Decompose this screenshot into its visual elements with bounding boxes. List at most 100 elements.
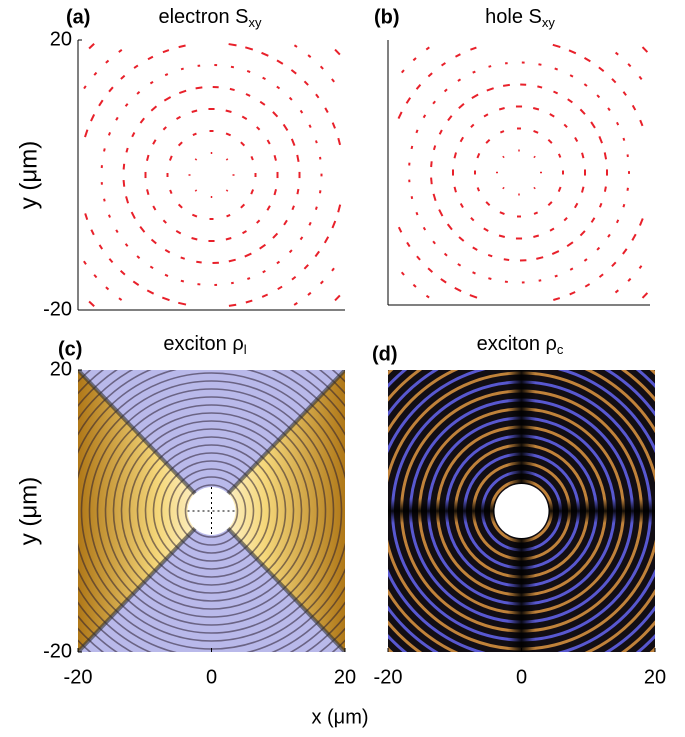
- y-tick-label: -20: [43, 298, 72, 320]
- vector: [458, 103, 465, 109]
- vector: [108, 86, 114, 93]
- ring: [144, 444, 279, 578]
- title-sub: l: [244, 342, 247, 357]
- vector: [639, 119, 644, 127]
- vector: [470, 123, 475, 128]
- vector: [290, 69, 297, 75]
- vector: [290, 138, 296, 147]
- vector: [194, 158, 198, 161]
- vector: [120, 74, 126, 80]
- vector: [502, 155, 505, 159]
- vector: [397, 111, 403, 119]
- vector: [622, 91, 627, 96]
- vector: [334, 48, 341, 56]
- vector: [603, 152, 608, 160]
- vector: [432, 240, 436, 245]
- vector: [314, 250, 320, 258]
- vector: [485, 201, 491, 207]
- ring: [184, 484, 239, 538]
- vector: [638, 265, 643, 269]
- y-axis-label: y (μm): [15, 477, 42, 545]
- vector: [132, 280, 140, 286]
- vector: [603, 186, 607, 192]
- vector: [415, 211, 419, 216]
- vector: [122, 163, 126, 170]
- vector: [554, 67, 559, 71]
- vector: [107, 132, 111, 136]
- vector: [549, 113, 555, 118]
- title-main: electron S: [158, 6, 248, 28]
- vector: [443, 252, 448, 257]
- ring: [112, 412, 311, 610]
- vector: [293, 302, 298, 306]
- ring: [136, 436, 287, 586]
- x-tick-label: 0: [516, 666, 527, 688]
- vector: [533, 129, 539, 134]
- vector: [178, 301, 187, 306]
- vector: [568, 49, 577, 55]
- vector: [415, 129, 419, 134]
- vector: [83, 85, 87, 90]
- vector: [469, 294, 478, 299]
- vector: [240, 203, 246, 209]
- vector: [194, 189, 198, 192]
- vector: [472, 271, 476, 275]
- vector: [400, 69, 405, 74]
- ring: [160, 460, 263, 562]
- vector: [250, 189, 255, 195]
- vector: [581, 186, 585, 193]
- panel-label: (c): [58, 338, 82, 360]
- vector: [476, 187, 481, 192]
- vector: [103, 198, 106, 202]
- vector: [98, 99, 104, 107]
- vector: [273, 188, 277, 196]
- vector: [432, 100, 436, 105]
- vector: [122, 179, 126, 187]
- vector: [567, 98, 573, 104]
- vector: [266, 205, 271, 211]
- panel-title: exciton ρl: [163, 333, 246, 357]
- vector: [259, 243, 267, 250]
- vector: [432, 145, 437, 151]
- vector: [422, 114, 427, 119]
- vector: [457, 263, 462, 267]
- vector: [245, 299, 253, 304]
- vector: [136, 91, 141, 95]
- vector: [440, 278, 447, 284]
- vector: [177, 141, 183, 147]
- vector: [569, 74, 574, 78]
- vector: [246, 69, 251, 73]
- vector: [579, 230, 586, 237]
- vector: [307, 291, 312, 296]
- vector: [225, 109, 232, 113]
- vector: [303, 264, 309, 270]
- vector: [397, 226, 403, 233]
- vector: [334, 294, 341, 302]
- vector: [627, 63, 632, 68]
- vector: [573, 202, 579, 209]
- vector: [277, 285, 283, 291]
- vector: [614, 51, 619, 56]
- vector: [447, 115, 453, 122]
- vector: [574, 137, 579, 142]
- ring: [80, 380, 343, 642]
- vector: [225, 132, 232, 137]
- vector: [406, 241, 411, 248]
- panel-title: electron Sxy: [158, 6, 262, 30]
- vector: [115, 229, 119, 234]
- vector: [229, 87, 235, 92]
- y-tick-label: -20: [43, 640, 72, 662]
- vector: [191, 237, 198, 241]
- hole: [187, 487, 236, 535]
- vector: [614, 289, 619, 294]
- vector: [136, 255, 141, 259]
- vector: [282, 123, 289, 131]
- vector: [146, 289, 155, 295]
- vector: [631, 233, 637, 241]
- vector: [622, 203, 626, 208]
- vector: [405, 97, 412, 104]
- vector: [83, 260, 87, 265]
- vector: [323, 236, 330, 244]
- x-tick-label: -20: [64, 666, 93, 688]
- vector: [242, 230, 247, 235]
